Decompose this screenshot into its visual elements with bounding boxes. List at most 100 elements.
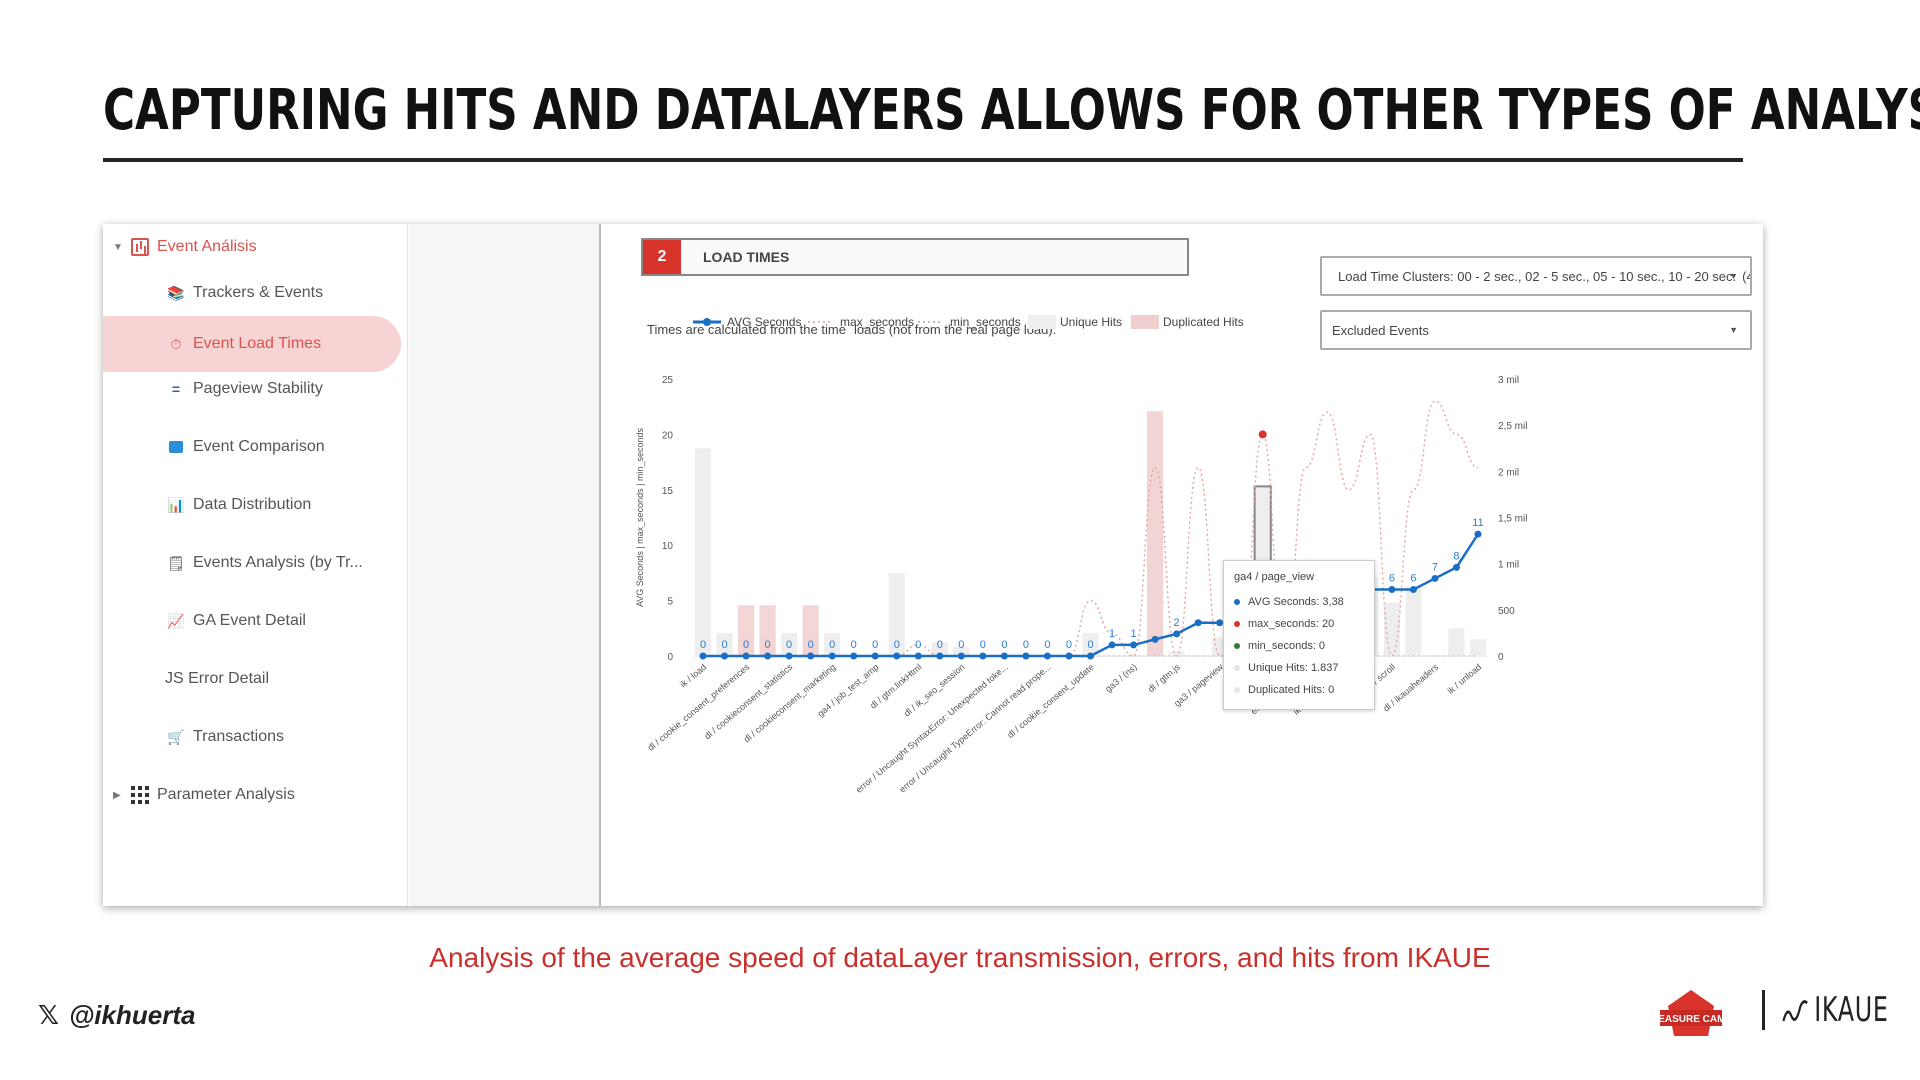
chevron-down-icon[interactable]: ▼ <box>113 241 123 253</box>
y-tick-label: 5 <box>667 597 673 608</box>
legend-dot-icon <box>1234 643 1240 649</box>
measurecamp-text: MEASURE CAMP <box>1656 1014 1726 1025</box>
data-label: 0 <box>1001 639 1007 651</box>
section-title: LOAD TIMES <box>703 249 790 265</box>
clusters-count: (4) <box>1742 268 1750 284</box>
handle-text: @ikhuerta <box>68 1000 196 1030</box>
load-time-clusters-select[interactable]: Load Time Clusters: 00 - 2 sec., 02 - 5 … <box>1320 256 1752 296</box>
avg-seconds-point <box>871 652 879 660</box>
avg-seconds-point <box>1000 652 1008 660</box>
avg-seconds-point <box>1043 652 1051 660</box>
dashboard-screenshot: ▼ Event Análisis 📚 Trackers & Events ⏱ E… <box>103 224 1763 906</box>
avg-seconds-point <box>979 652 987 660</box>
chevron-down-icon: ▼ <box>1729 271 1738 281</box>
avg-seconds-point <box>742 652 750 660</box>
slide-caption: Analysis of the average speed of dataLay… <box>429 942 1491 973</box>
unique-hits-bar <box>1082 632 1099 656</box>
x-tick-label: dl / cookieconsent_marketing <box>742 662 838 745</box>
unique-hits-bar <box>824 632 841 656</box>
tooltip-row: min_seconds: 0 <box>1234 635 1364 657</box>
data-label: 0 <box>851 639 857 651</box>
y2-tick-label: 1 mil <box>1498 560 1519 571</box>
avg-seconds-point <box>1130 641 1138 649</box>
sidebar-item-data-distribution[interactable]: 📊 Data Distribution <box>165 496 311 514</box>
sidebar-item-trackers-events[interactable]: 📚 Trackers & Events <box>165 284 323 302</box>
cart-icon: 🛒 <box>167 728 185 745</box>
data-label: 0 <box>980 639 986 651</box>
measurecamp-logo: MEASURE CAMP <box>1656 990 1726 1036</box>
avg-seconds-point <box>936 652 944 660</box>
data-label: 0 <box>1044 639 1050 651</box>
unique-hits-bar <box>931 642 948 656</box>
sidebar-item-ga-event-detail[interactable]: 📈 GA Event Detail <box>165 612 306 630</box>
trend-chart-icon: 📈 <box>167 612 185 629</box>
data-label: 6 <box>1410 573 1416 585</box>
sidebar-group-parameter-analysis[interactable]: ▶ Parameter Analysis <box>113 786 295 804</box>
y2-tick-label: 500 <box>1498 606 1515 617</box>
sidebar-item-label: Event Load Times <box>193 335 322 352</box>
side-panel <box>409 224 601 906</box>
data-label: 0 <box>721 639 727 651</box>
x-tick-label: ga3 / (ns) <box>1103 662 1139 694</box>
data-label: 0 <box>765 639 771 651</box>
ikaue-mark-icon <box>1782 1000 1808 1022</box>
avg-seconds-point <box>1388 586 1396 594</box>
data-label: 0 <box>829 639 835 651</box>
legend-dot-icon <box>1234 621 1240 627</box>
avg-seconds-point <box>914 652 922 660</box>
sidebar-group-label: Parameter Analysis <box>157 786 295 803</box>
unique-hits-bar <box>1168 651 1185 656</box>
unique-hits-bar <box>1469 639 1487 656</box>
avg-seconds-point <box>785 652 793 660</box>
avg-seconds-point <box>1065 652 1073 660</box>
sidebar-item-pageview-stability[interactable]: = Pageview Stability <box>165 380 323 398</box>
x-tick-label: dl / cookieconsent_statistics <box>703 662 795 742</box>
avg-seconds-point <box>1173 630 1181 638</box>
data-label: 0 <box>700 639 706 651</box>
chevron-right-icon[interactable]: ▶ <box>113 789 121 801</box>
sidebar-group-event-analisis[interactable]: ▼ Event Análisis <box>113 238 257 256</box>
legend-box-icon <box>1131 315 1159 329</box>
tooltip-row-label: Unique Hits: 1.837 <box>1248 662 1339 674</box>
x-tick-label: ik / unload <box>1445 662 1483 696</box>
sidebar-item-label: Pageview Stability <box>193 380 323 397</box>
sidebar-item-event-load-times[interactable]: ⏱ Event Load Times <box>103 316 401 372</box>
sidebar-item-event-comparison[interactable]: Event Comparison <box>165 438 325 456</box>
avg-seconds-point <box>893 652 901 660</box>
tooltip-row-label: AVG Seconds: 3,38 <box>1248 596 1344 608</box>
sidebar-item-label: Data Distribution <box>193 496 312 513</box>
y2-tick-label: 0 <box>1498 652 1504 663</box>
data-label: 11 <box>1472 517 1483 529</box>
legend-dot-icon <box>1234 665 1240 671</box>
avg-seconds-point <box>828 652 836 660</box>
data-label: 0 <box>894 639 900 651</box>
ikaue-logo: IKAUE <box>1782 990 1889 1030</box>
note-text-right: loads (not from the real page load). <box>854 322 1057 337</box>
data-label: 7 <box>1432 561 1438 573</box>
unique-hits-bar <box>781 632 798 656</box>
avg-seconds-point <box>721 652 729 660</box>
y-tick-label: 10 <box>662 541 674 552</box>
duplicated-hits-bar <box>1147 411 1164 656</box>
sidebar-item-js-error-detail[interactable]: JS Error Detail <box>165 670 269 688</box>
legend-dot-icon <box>1234 599 1240 605</box>
y2-tick-label: 1,5 mil <box>1498 514 1527 525</box>
excluded-events-select[interactable]: Excluded Events ▼ <box>1320 310 1752 350</box>
avg-seconds-point <box>1452 563 1460 571</box>
sidebar-item-transactions[interactable]: 🛒 Transactions <box>165 728 284 746</box>
legend-label: min_seconds <box>950 315 1021 329</box>
compare-icon <box>165 438 187 456</box>
avg-seconds-point <box>1087 652 1094 660</box>
avg-seconds-point <box>1194 619 1202 627</box>
tooltip-row: Unique Hits: 1.837 <box>1234 657 1364 679</box>
ikaue-text: IKAUE <box>1814 990 1889 1030</box>
x-logo-icon: 𝕏 <box>38 1000 59 1031</box>
duplicated-hits-bar <box>802 605 819 656</box>
y2-tick-label: 2,5 mil <box>1498 421 1527 432</box>
sidebar-item-events-analysis[interactable]: 🗒 Events Analysis (by Tr... <box>165 554 363 572</box>
data-label: 1 <box>1130 628 1136 640</box>
load-times-chart[interactable]: AVG Seconds max_seconds min_seconds Unique … <box>603 224 1763 906</box>
sidebar-item-label: Transactions <box>193 728 284 745</box>
data-label: 1 <box>1109 628 1115 640</box>
bar-chart-icon: 📊 <box>167 496 185 513</box>
